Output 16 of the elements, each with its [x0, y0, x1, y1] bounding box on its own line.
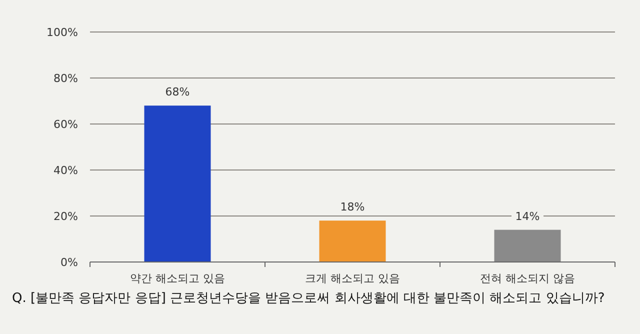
y-tick-label: 20% — [54, 210, 78, 223]
bar — [319, 220, 386, 262]
bar — [144, 106, 211, 262]
data-label: 14% — [515, 210, 540, 223]
y-tick-label: 100% — [46, 26, 78, 39]
text: Q. [불만족 응답자만 응답] 근로청년수당을 받음으로써 회사생활에 대한 불만족이 해소되고 있습니까? — [12, 291, 605, 306]
data-label: 68% — [165, 86, 190, 99]
data-label: 18% — [340, 200, 365, 214]
x-tick-label: 전혀 해소되지 않음 — [480, 272, 575, 285]
x-tick-label: 약간 해소되고 있음 — [130, 272, 225, 285]
y-tick-label: 40% — [54, 164, 78, 177]
bar — [494, 230, 561, 262]
y-tick-label: 60% — [54, 118, 78, 131]
x-tick-label: 크게 해소되고 있음 — [305, 272, 400, 285]
y-tick-label: 80% — [54, 72, 78, 85]
y-tick-label: 0% — [60, 256, 78, 269]
